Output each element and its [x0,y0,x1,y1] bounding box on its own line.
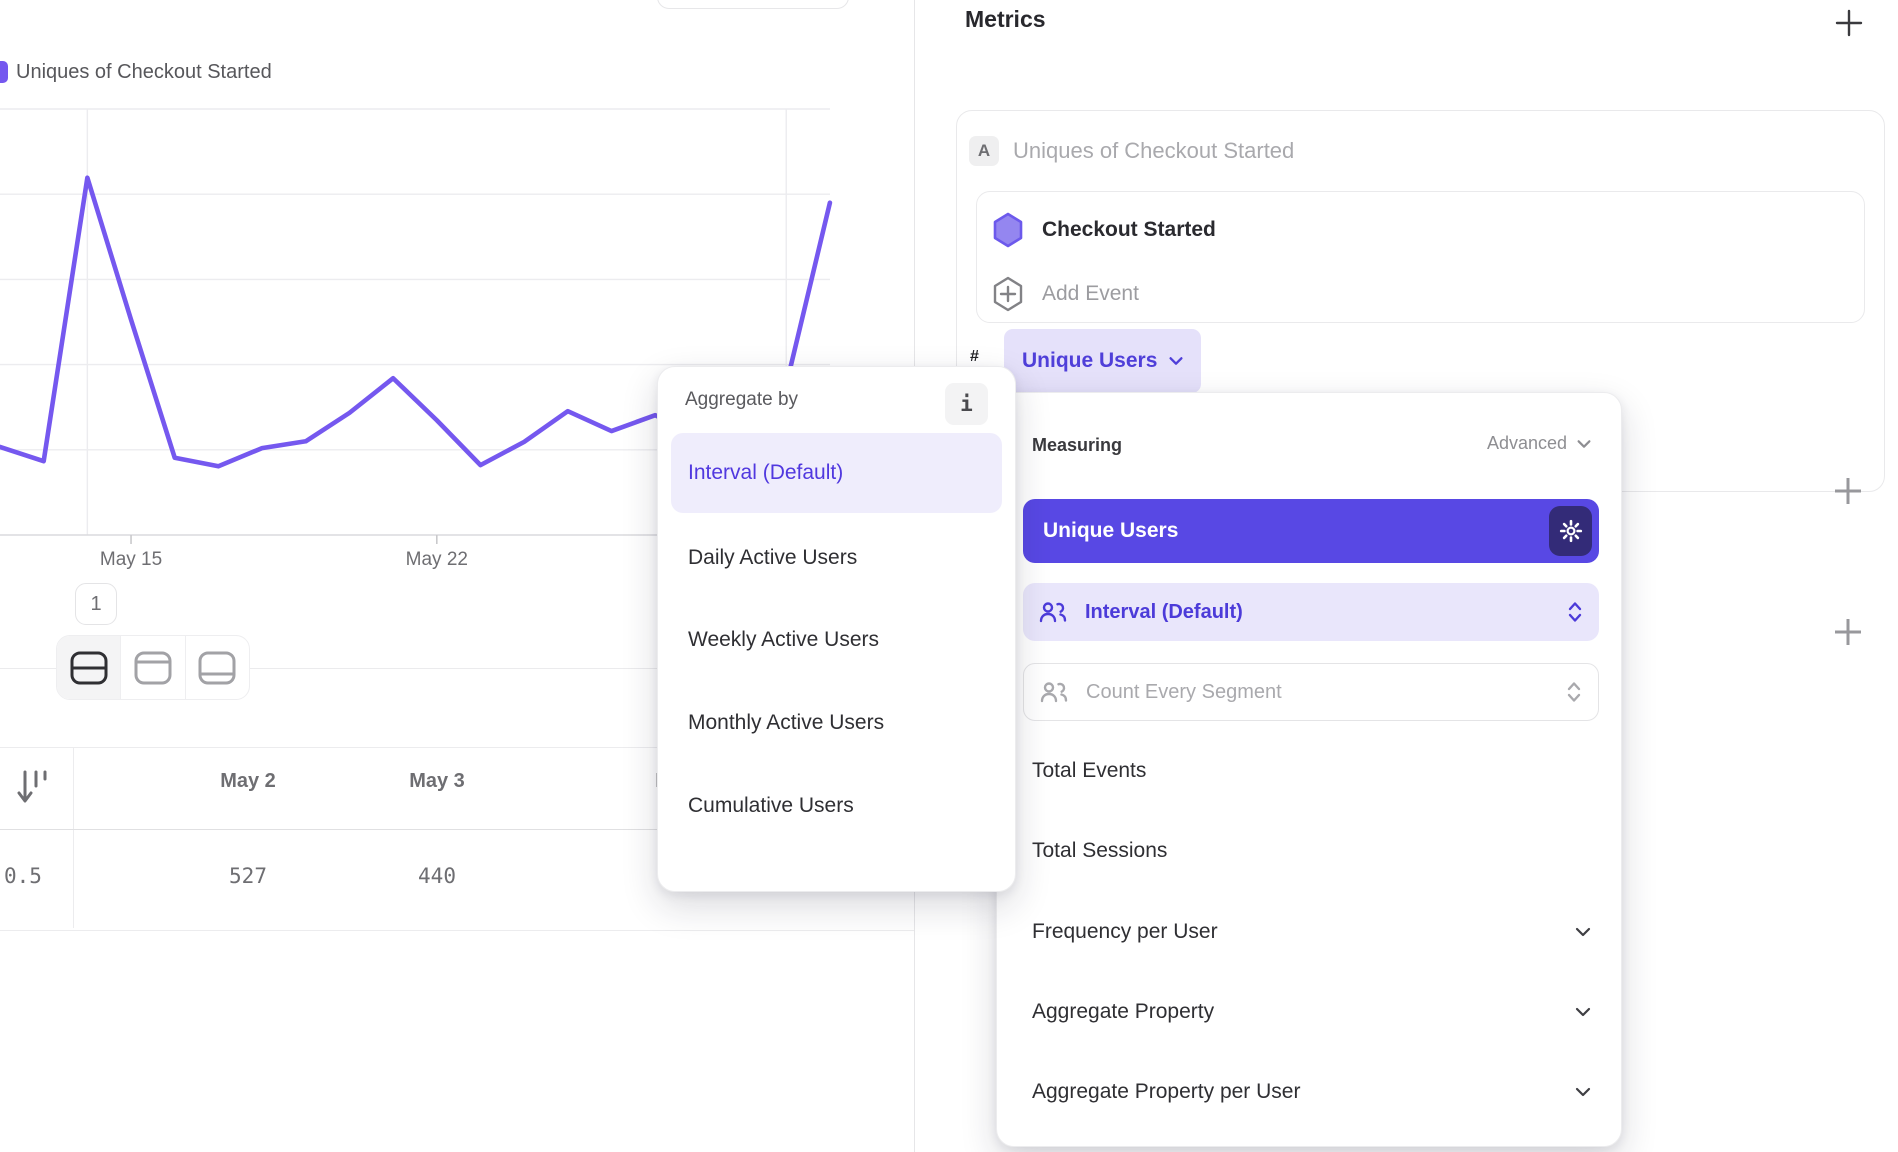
add-breakdown-icon[interactable] [1831,615,1865,649]
row-label-truncated: 0.5 [4,864,42,888]
footer-bottom-icon [198,651,236,684]
add-metric-icon[interactable] [1834,8,1864,38]
aggregate-option-label: Weekly Active Users [688,628,879,651]
chevron-down-icon [1577,439,1591,448]
column-header[interactable]: May 3 [409,770,465,792]
aggregate-option-label: Cumulative Users [688,794,854,817]
metric-letter-badge: A [969,136,999,166]
sort-column [0,747,74,928]
measure-chip[interactable]: Unique Users [1004,329,1202,393]
aggregate-by-popover: Aggregate by i Interval (Default) Daily … [657,366,1016,892]
table-cell: 527 [229,864,267,888]
users-icon [1040,682,1068,703]
add-event-hexagon-icon [993,276,1023,312]
aggregate-option-cumulative[interactable]: Cumulative Users [671,766,1002,846]
measure-option-aggregate-property[interactable]: Aggregate Property [1032,992,1593,1032]
x-axis-tick-label: May 22 [405,549,468,570]
aggregate-option-dau[interactable]: Daily Active Users [671,518,1002,598]
chevron-down-icon [1575,1007,1591,1017]
gear-icon [1559,519,1582,543]
selected-measure-button[interactable]: Unique Users [1023,499,1599,563]
measuring-label: Measuring [1032,435,1123,455]
measuring-popover: Measuring Advanced Unique Users [996,392,1622,1147]
measure-option-label: Total Sessions [1032,839,1168,862]
selected-measure-label: Unique Users [1043,519,1179,542]
measure-settings-button[interactable] [1549,506,1592,556]
measure-option-total-events[interactable]: Total Events [1032,751,1593,791]
updown-chevron-icon [1567,682,1581,702]
advanced-label: Advanced [1486,433,1567,453]
users-icon [1039,602,1067,623]
aggregate-option-mau[interactable]: Monthly Active Users [671,683,1002,763]
measure-option-frequency-per-user[interactable]: Frequency per User [1032,912,1593,952]
event-card: Checkout Started Add Event [976,191,1865,323]
interval-selector-label: Interval (Default) [1085,600,1243,623]
measure-option-aggregate-property-per-user[interactable]: Aggregate Property per User [1032,1072,1593,1112]
measure-chip-label: Unique Users [1022,349,1158,372]
split-rows-icon [70,651,108,684]
legend-swatch [0,61,8,83]
layout-toggle-group [56,635,250,700]
interval-selector-row[interactable]: Interval (Default) [1023,583,1599,641]
add-filter-icon[interactable] [1831,474,1865,508]
measure-option-label: Total Events [1032,759,1147,782]
aggregate-option-label: Monthly Active Users [688,711,885,734]
add-event-row[interactable]: Add Event [992,274,1139,314]
series-count-badge[interactable]: 1 [75,583,117,625]
updown-chevron-icon [1568,602,1582,622]
measure-option-label: Frequency per User [1032,920,1218,943]
event-row[interactable]: Checkout Started [992,210,1216,250]
x-axis-tick-label: May 15 [99,549,163,570]
chevron-down-icon [1169,357,1183,365]
breakdown-table: May 2 May 3 May 4 0.5 527 440 [0,747,915,931]
sort-desc-icon[interactable] [16,766,50,810]
layout-toggle-top[interactable] [121,636,186,699]
aggregate-by-title: Aggregate by [685,389,799,410]
aggregate-option-label: Daily Active Users [688,546,858,569]
legend-label: Uniques of Checkout Started [16,60,272,83]
segment-count-placeholder: Count Every Segment [1086,680,1282,703]
measure-type-hash: # [970,348,979,365]
info-icon[interactable]: i [945,383,988,425]
advanced-toggle[interactable]: Advanced [1487,433,1593,454]
chevron-down-icon [1575,927,1591,937]
event-hexagon-icon [993,212,1023,248]
aggregate-option-wau[interactable]: Weekly Active Users [671,600,1002,680]
aggregate-option-interval[interactable]: Interval (Default) [671,433,1002,513]
measure-option-label: Aggregate Property [1032,1000,1215,1023]
measure-option-total-sessions[interactable]: Total Sessions [1032,831,1593,871]
segment-count-row[interactable]: Count Every Segment [1023,663,1599,721]
add-event-label: Add Event [1042,282,1139,305]
table-cell: 440 [418,864,456,888]
event-name: Checkout Started [1042,218,1216,241]
layout-toggle-bottom[interactable] [186,636,249,699]
header-top-icon [134,651,172,684]
metrics-panel-title: Metrics [965,6,1046,32]
chart-legend: Uniques of Checkout Started [0,58,272,86]
measure-option-label: Aggregate Property per User [1032,1080,1301,1103]
column-header[interactable]: May 2 [220,770,276,792]
layout-toggle-split[interactable] [57,636,122,699]
table-section-divider [0,668,915,669]
table-row: 0.5 527 440 [0,830,915,931]
aggregate-option-label: Interval (Default) [688,461,844,484]
chevron-down-icon [1575,1087,1591,1097]
metric-name-placeholder[interactable]: Uniques of Checkout Started [1013,138,1295,163]
